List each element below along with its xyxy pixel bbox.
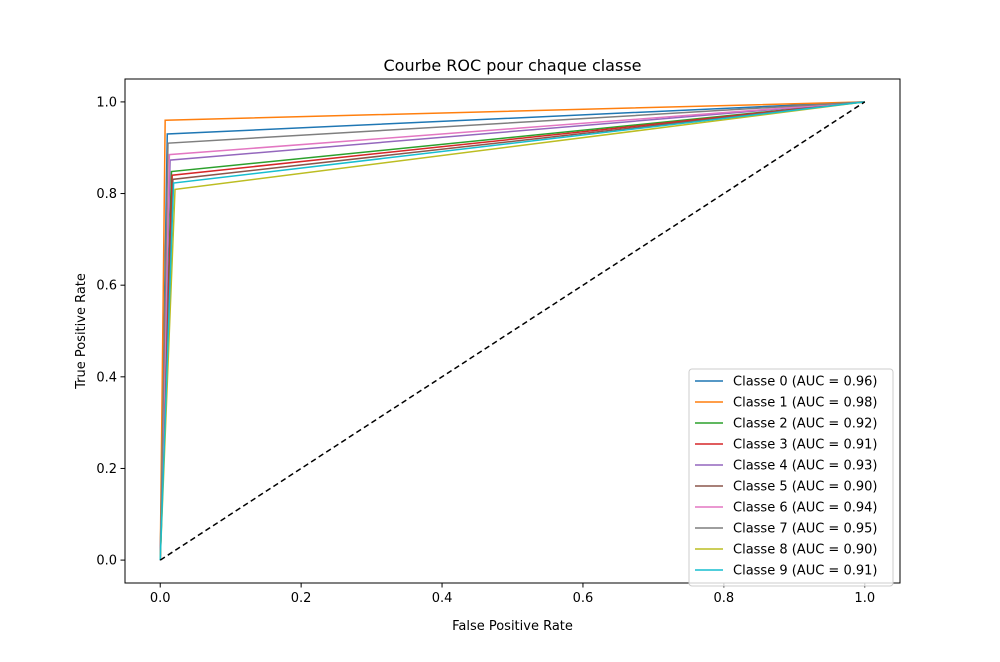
- y-axis: 0.0 0.2 0.4 0.6 0.8 1.0: [96, 95, 125, 569]
- y-tick-label: 0.6: [96, 279, 117, 294]
- plot-frame: [124, 78, 901, 584]
- x-axis-label: False Positive Rate: [452, 619, 573, 634]
- legend-entry-label: Classe 4 (AUC = 0.93): [733, 459, 877, 474]
- y-tick-label: 0.4: [96, 370, 117, 385]
- x-tick-label: 0.2: [291, 591, 312, 606]
- plot-area: [159, 101, 866, 561]
- y-tick-label: 1.0: [96, 95, 117, 110]
- legend-entry-label: Classe 9 (AUC = 0.91): [733, 564, 877, 579]
- legend-entry-label: Classe 0 (AUC = 0.96): [733, 375, 877, 390]
- legend: Classe 0 (AUC = 0.96) Classe 1 (AUC = 0.9…: [688, 368, 894, 587]
- y-tick-label: 0.2: [96, 462, 117, 477]
- legend-entry-label: Classe 1 (AUC = 0.98): [733, 396, 877, 411]
- legend-box: [688, 368, 894, 587]
- x-tick-label: 0.4: [432, 591, 453, 606]
- legend-entry-label: Classe 8 (AUC = 0.90): [733, 543, 877, 558]
- y-axis-label: True Positive Rate: [74, 273, 89, 390]
- y-tick-label: 0.0: [96, 554, 117, 569]
- x-tick-label: 0.6: [573, 591, 594, 606]
- roc-curve-classe-7: [159, 101, 865, 561]
- y-tick-label: 0.8: [96, 187, 117, 202]
- legend-entry-label: Classe 5 (AUC = 0.90): [733, 480, 877, 495]
- legend-entry-label: Classe 2 (AUC = 0.92): [733, 417, 877, 432]
- roc-curve-classe-1: [159, 101, 865, 561]
- chart-title: Courbe ROC pour chaque classe: [383, 56, 641, 75]
- legend-entry-label: Classe 6 (AUC = 0.94): [733, 501, 877, 516]
- x-tick-label: 0.8: [714, 591, 735, 606]
- legend-entry-label: Classe 7 (AUC = 0.95): [733, 522, 877, 537]
- roc-curve-classe-9: [159, 101, 865, 561]
- legend-entry-label: Classe 3 (AUC = 0.91): [733, 438, 877, 453]
- x-tick-label: 0.0: [150, 591, 171, 606]
- diagonal-reference-line: [159, 101, 866, 561]
- x-tick-label: 1.0: [854, 591, 875, 606]
